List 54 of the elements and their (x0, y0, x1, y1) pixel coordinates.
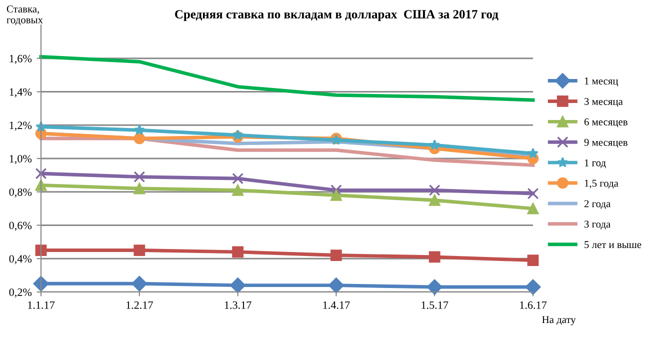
y-tick-label: 0,6% (9, 222, 32, 231)
chart-title: Средняя ставка по вкладам в долларах США за 2017 год (175, 10, 498, 22)
point (134, 182, 146, 194)
y-tick-label: 1,2% (10, 122, 32, 131)
y-tick-label: 1,0% (10, 154, 32, 164)
point (232, 172, 244, 184)
y-tick-label: 0,4% (9, 255, 32, 264)
x-tick-label: 1.5.17 (422, 301, 448, 309)
point (132, 276, 148, 292)
line-series (39, 54, 535, 102)
point (525, 279, 541, 295)
point (232, 246, 244, 258)
point (330, 250, 342, 261)
legend-label: 6 месяцев (584, 118, 628, 128)
point (35, 244, 47, 256)
point (528, 148, 538, 158)
x-tick-label: 1.1.17 (28, 301, 55, 309)
x-tick-label: 1.4.17 (323, 301, 350, 309)
legend-label: 9 месяцев (584, 138, 628, 148)
legend-label: 3 года (584, 220, 611, 230)
point (428, 251, 440, 263)
point (328, 278, 344, 294)
point (330, 190, 342, 201)
legend-label: 3 месяца (584, 98, 623, 107)
x-axis-title: На дату (542, 316, 576, 326)
x-tick-label: 1.3.17 (224, 301, 252, 309)
x-tick-label: 1.6.17 (520, 301, 547, 309)
point (428, 194, 440, 206)
point (232, 184, 244, 196)
y-axis-title: Ставка, годовых (6, 6, 43, 26)
legend-label: 1,5 года (584, 180, 618, 189)
point (230, 278, 246, 294)
y-tick-label: 0,2% (9, 288, 32, 298)
point (429, 139, 440, 150)
point (134, 171, 146, 183)
point (428, 184, 440, 196)
y-tick-label: 1,4% (10, 88, 32, 98)
point (134, 124, 145, 135)
x-tick-label: 1.2.17 (126, 301, 153, 309)
point (527, 254, 539, 266)
point (134, 244, 146, 256)
point (426, 279, 442, 295)
legend-label: 1 месяц (584, 78, 618, 86)
legend-label: 2 года (584, 200, 611, 210)
legend-label: 1 год (584, 159, 606, 168)
y-tick-label: 1,6% (10, 54, 32, 64)
point (35, 180, 47, 191)
point (35, 168, 47, 180)
point (527, 188, 539, 200)
legend-label: 5 лет и выше (584, 241, 642, 248)
point (232, 129, 244, 140)
y-tick-label: 0,8% (9, 188, 32, 198)
point (527, 202, 539, 214)
point (134, 132, 146, 144)
